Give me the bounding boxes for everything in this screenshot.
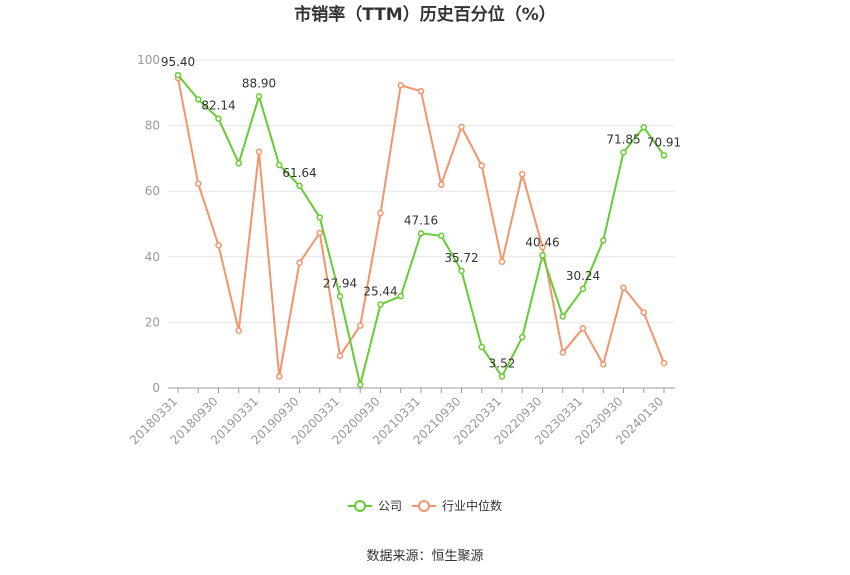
data-point-1-13: [438, 181, 445, 188]
y-axis: 0 20 40 60 80 100: [137, 53, 160, 395]
data-point-1-19: [559, 349, 566, 356]
data-label-12: 47.16: [404, 213, 438, 227]
legend-label: 行业中位数: [442, 498, 502, 513]
data-point-0-13: [438, 232, 445, 240]
data-point-0-9: [357, 381, 364, 388]
y-tick-label-0: 0: [152, 381, 160, 395]
data-point-1-20: [579, 325, 587, 332]
data-label-2: 82.14: [201, 99, 235, 113]
data-point-0-3: [235, 160, 242, 167]
data-point-0-24: [660, 152, 668, 159]
data-label-8: 27.94: [323, 276, 357, 290]
data-point-1-15: [478, 162, 485, 169]
chart-title: 市销率（TTM）历史百分位（%）: [294, 4, 556, 25]
data-point-1-24: [660, 359, 668, 367]
data-point-1-7: [316, 229, 323, 237]
data-point-0-17: [519, 333, 526, 341]
data-point-0-16: [498, 373, 506, 380]
data-point-1-18: [539, 243, 546, 251]
source-note: 数据来源：恒生聚源: [366, 549, 483, 564]
data-point-1-11: [397, 82, 404, 89]
data-point-1-2: [215, 242, 222, 249]
data-label-6: 61.64: [282, 166, 316, 180]
data-label-4: 88.90: [242, 76, 276, 90]
data-point-1-16: [498, 258, 506, 265]
data-point-0-21: [600, 237, 607, 244]
data-point-1-10: [377, 209, 384, 217]
y-tick-label-40: 40: [145, 250, 160, 264]
data-point-0-20: [579, 285, 587, 293]
data-label-0: 95.40: [161, 55, 195, 69]
data-point-1-17: [519, 170, 526, 178]
data-point-0-1: [195, 96, 202, 103]
data-point-0-15: [478, 343, 485, 351]
data-point-0-10: [377, 301, 384, 308]
data-point-1-23: [640, 309, 647, 316]
data-point-1-3: [235, 327, 242, 334]
data-point-1-5: [276, 373, 283, 380]
legend-item-0[interactable]: 公司: [348, 499, 402, 513]
data-point-0-0: [174, 71, 182, 79]
data-label-14: 35.72: [444, 251, 478, 265]
data-point-0-2: [215, 115, 222, 122]
legend-label: 公司: [378, 499, 402, 513]
data-point-1-4: [255, 148, 263, 156]
y-tick-label-60: 60: [145, 184, 160, 198]
data-point-1-9: [357, 322, 364, 329]
data-point-0-7: [316, 214, 323, 221]
data-point-1-1: [195, 180, 202, 187]
data-point-0-18: [539, 252, 546, 259]
data-point-0-22: [620, 149, 627, 156]
data-labels: 95.40 82.14 88.90 61.64 27.94 25.44 47.16 35.72…: [161, 55, 681, 370]
legend-item-1[interactable]: 行业中位数: [412, 498, 502, 513]
series-layer: [174, 71, 668, 388]
data-point-0-8: [336, 293, 344, 300]
y-tick-label-20: 20: [145, 315, 160, 329]
data-label-22: 71.85: [606, 132, 640, 146]
data-point-0-19: [559, 313, 566, 320]
data-label-10: 25.44: [363, 285, 397, 299]
data-point-0-11: [397, 292, 404, 300]
data-point-0-5: [276, 161, 283, 169]
data-label-20: 30.24: [566, 269, 600, 283]
y-tick-label-80: 80: [145, 119, 160, 133]
data-point-0-4: [255, 93, 263, 100]
data-point-0-12: [417, 230, 425, 237]
data-point-0-23: [640, 123, 647, 131]
data-point-0-6: [296, 182, 303, 190]
data-point-1-8: [336, 352, 344, 360]
data-point-1-22: [620, 284, 627, 291]
x-axis: 2018033120180930201903312019093020200331…: [127, 387, 675, 447]
data-label-16: 3.52: [489, 356, 516, 370]
data-point-0-14: [458, 267, 465, 275]
data-point-1-6: [296, 259, 303, 266]
grid-lines: [168, 59, 675, 323]
y-tick-label-100: 100: [137, 53, 160, 67]
data-label-24: 70.91: [647, 135, 681, 149]
legend-swatch-marker: [354, 500, 366, 512]
legend-swatch-marker: [418, 500, 430, 512]
data-point-1-21: [600, 361, 607, 368]
legend[interactable]: 公司 行业中位数: [348, 498, 502, 513]
data-label-18: 40.46: [525, 235, 559, 249]
data-point-1-14: [458, 123, 465, 131]
data-point-1-12: [417, 87, 425, 95]
